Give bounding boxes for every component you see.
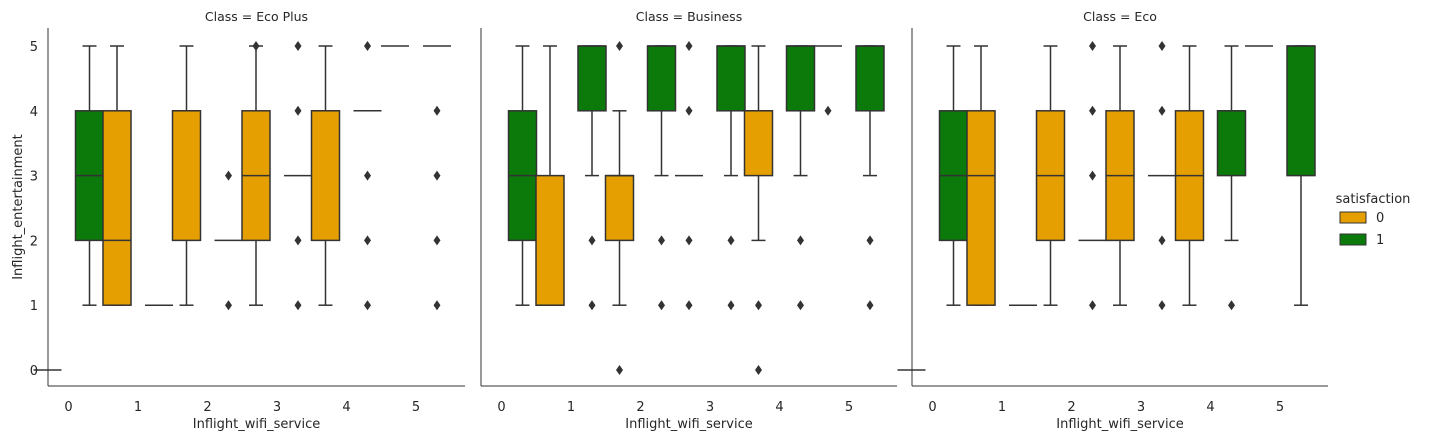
y-axis-title: Inflight_entertainment <box>11 134 26 280</box>
box-outlier <box>1158 300 1166 311</box>
box-outlier <box>1089 300 1096 311</box>
y-tick-label: 1 <box>30 299 38 314</box>
x-tick-label: 4 <box>775 400 783 415</box>
y-tick-label: 2 <box>30 234 38 249</box>
x-tick-label: 1 <box>134 400 142 415</box>
box-outlier <box>685 300 693 311</box>
box-body <box>1216 110 1247 177</box>
box-outlier <box>797 300 804 311</box>
box-outlier <box>616 41 623 51</box>
y-tick-label: 0 <box>30 364 38 379</box>
box-outlier <box>685 41 693 51</box>
box-outlier <box>866 235 874 246</box>
x-axis-title: Inflight_wifi_service <box>625 417 752 432</box>
box-outlier <box>1158 235 1166 246</box>
box-outlier <box>252 41 260 51</box>
x-tick-label: 3 <box>706 400 714 415</box>
box-outlier <box>588 300 596 311</box>
box-outlier <box>727 300 735 311</box>
x-tick-label: 5 <box>412 400 420 415</box>
box-outlier <box>685 105 693 116</box>
box-outlier <box>588 235 596 246</box>
box-outlier <box>824 105 832 116</box>
x-tick-label: 4 <box>1206 400 1214 415</box>
x-tick-label: 5 <box>1276 400 1284 415</box>
box-outlier <box>1089 105 1096 116</box>
y-tick-label: 3 <box>30 170 38 185</box>
x-tick-label: 1 <box>998 400 1006 415</box>
x-tick-label: 3 <box>1137 400 1145 415</box>
box-body <box>785 45 816 112</box>
box-outlier <box>294 105 302 116</box>
legend-label: 1 <box>1376 233 1384 248</box>
x-tick-label: 0 <box>64 400 72 415</box>
box-outlier <box>1089 170 1096 181</box>
box-outlier <box>294 41 302 51</box>
y-tick-label: 5 <box>30 40 38 55</box>
panel-title: Class = Eco Plus <box>205 9 308 24</box>
box-outlier <box>685 235 693 246</box>
box-outlier <box>1089 41 1096 51</box>
x-tick-label: 1 <box>567 400 575 415</box>
box-body <box>535 174 565 306</box>
x-tick-label: 0 <box>497 400 505 415</box>
box-body <box>310 110 341 242</box>
box-body <box>604 174 635 242</box>
box-body <box>716 45 746 112</box>
box-outlier <box>797 235 804 246</box>
box-body <box>1286 45 1316 177</box>
x-tick-label: 4 <box>342 400 350 415</box>
box-body <box>646 45 677 112</box>
box-body <box>577 45 607 112</box>
box-outlier <box>1158 105 1166 116</box>
x-tick-label: 5 <box>845 400 853 415</box>
box-outlier <box>294 300 302 311</box>
box-outlier <box>225 300 232 311</box>
x-tick-label: 3 <box>273 400 281 415</box>
box-outlier <box>755 300 762 311</box>
box-outlier <box>433 170 441 181</box>
box-outlier <box>364 41 371 51</box>
box-outlier <box>616 365 623 375</box>
box-body <box>743 110 774 177</box>
box-outlier <box>1228 300 1235 311</box>
x-tick-label: 2 <box>203 400 211 415</box>
box-outlier <box>433 300 441 311</box>
legend-swatch <box>1339 233 1367 246</box>
box-outlier <box>364 170 371 181</box>
box-outlier <box>433 105 441 116</box>
box-outlier <box>755 365 762 375</box>
x-axis-title: Inflight_wifi_service <box>1056 417 1183 432</box>
legend-swatch <box>1339 211 1367 224</box>
box-outlier <box>364 300 371 311</box>
legend-title: satisfaction <box>1336 192 1411 207</box>
x-tick-label: 2 <box>1067 400 1075 415</box>
box-outlier <box>866 300 874 311</box>
box-outlier <box>727 235 735 246</box>
legend-label: 0 <box>1376 211 1384 226</box>
box-outlier <box>658 300 665 311</box>
x-axis-title: Inflight_wifi_service <box>193 417 320 432</box>
box-body <box>855 45 885 112</box>
x-tick-label: 0 <box>928 400 936 415</box>
box-outlier <box>364 235 371 246</box>
x-tick-label: 2 <box>636 400 644 415</box>
box-body <box>102 110 132 306</box>
panel-title: Class = Eco <box>1083 9 1157 24</box>
y-tick-label: 4 <box>30 105 38 120</box>
box-outlier <box>1158 41 1166 51</box>
box-outlier <box>225 170 232 181</box>
box-outlier <box>294 235 302 246</box>
panel-title: Class = Business <box>636 9 742 24</box>
box-body <box>171 110 202 242</box>
box-body <box>966 110 996 306</box>
box-outlier <box>433 235 441 246</box>
box-outlier <box>658 235 665 246</box>
